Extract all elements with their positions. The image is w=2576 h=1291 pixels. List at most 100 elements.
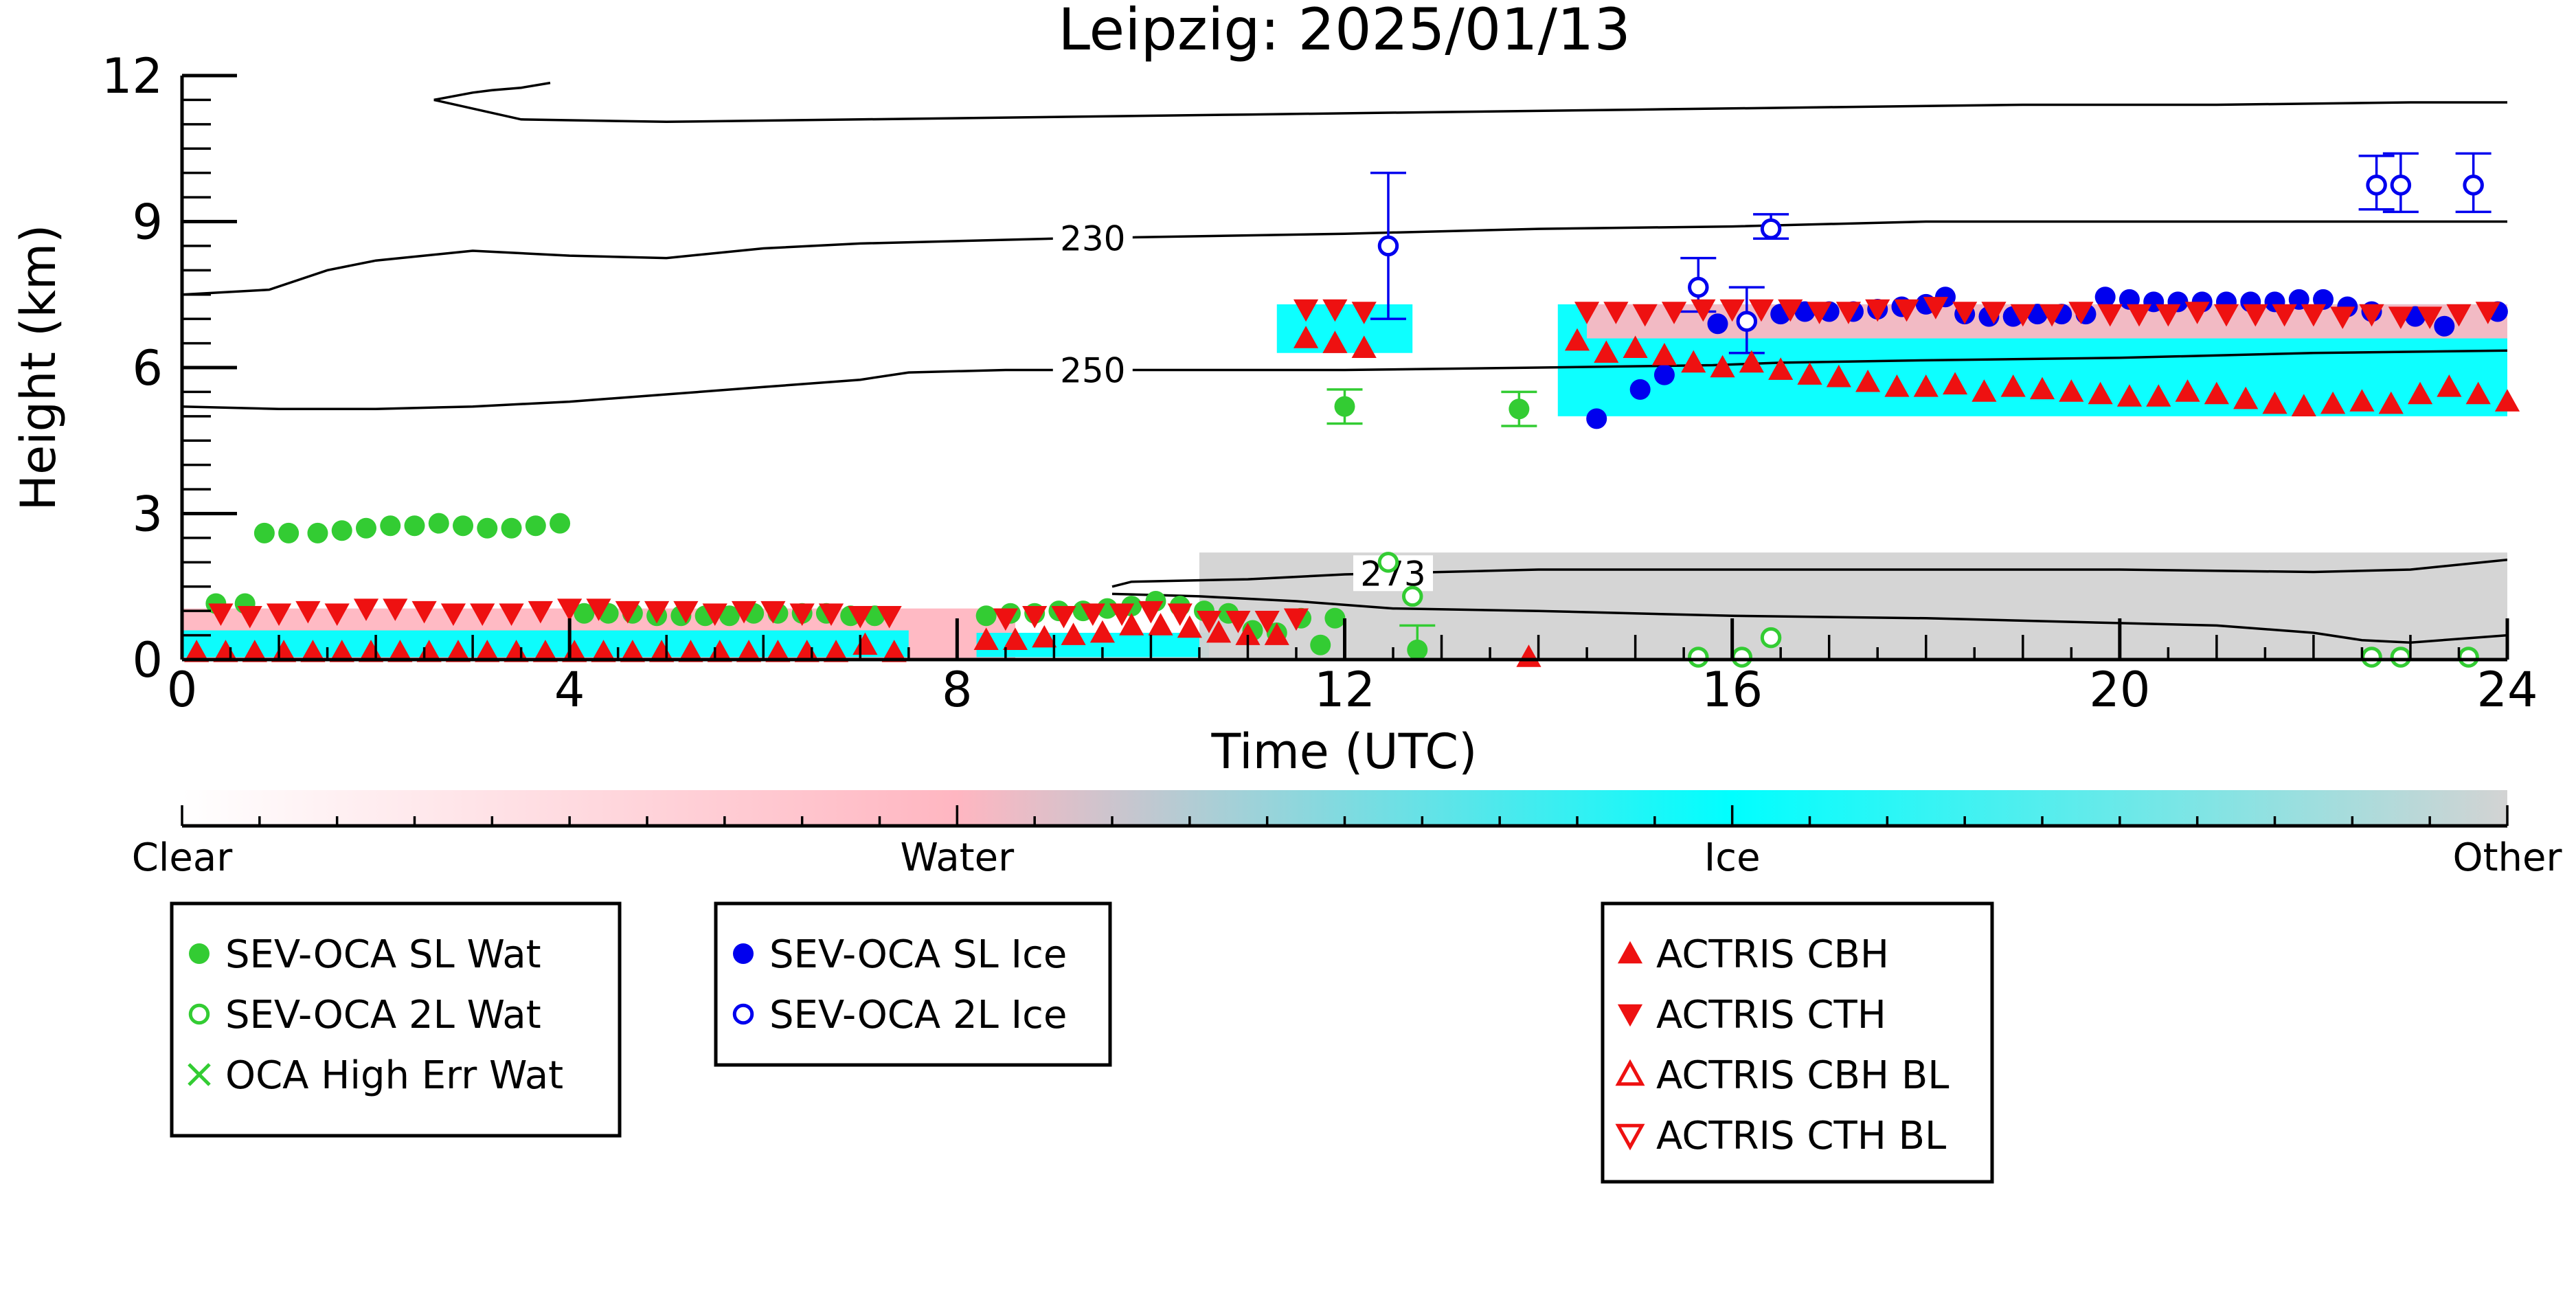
point-actris-cbh (242, 640, 267, 662)
x-tick-label: 20 (2089, 662, 2150, 718)
point-sev-oca-2l-wat (2458, 647, 2479, 668)
point-sev-oca-sl-wat (355, 517, 376, 539)
point-sev-oca-2l-wat (1401, 585, 1423, 607)
colorbar-label: Water (901, 835, 1015, 880)
temperature-contour-line (433, 98, 2507, 124)
x-tick-label: 24 (2476, 662, 2538, 718)
point-actris-cbh (1002, 627, 1028, 650)
legend-label-actris-cth-bl: ACTRIS CTH BL (1656, 1114, 1946, 1158)
point-sev-oca-sl-wat (525, 515, 546, 537)
point-actris-cbh (1768, 357, 1794, 380)
point-actris-cth (702, 603, 727, 626)
point-actris-cbh (1206, 620, 1232, 643)
chart-title: Leipzig: 2025/01/13 (1058, 0, 1631, 63)
legend-box (1601, 901, 1994, 1184)
colorbar-label: Ice (1704, 835, 1761, 880)
point-actris-cbh (2494, 389, 2520, 412)
x-tick-label: 0 (167, 662, 198, 718)
point-actris-cth (2068, 302, 2094, 324)
point-actris-cbh (2116, 384, 2143, 407)
legend-label-actris-cth: ACTRIS CTH (1656, 993, 1886, 1037)
point-actris-cth (208, 603, 234, 626)
y-axis-label: Height (km) (10, 225, 67, 511)
point-actris-cbh (300, 640, 326, 662)
point-actris-cth (2213, 304, 2239, 327)
legend-label-actris-cbh: ACTRIS CBH (1656, 932, 1889, 977)
point-actris-cth (1748, 299, 1774, 322)
point-actris-cth (2388, 306, 2413, 329)
point-actris-cbh (1564, 328, 1590, 351)
point-sev-oca-sl-wat (477, 517, 498, 539)
temperature-contour-line (182, 349, 2507, 410)
data-points (184, 175, 2520, 668)
legend-box (170, 901, 622, 1138)
point-actris-cth (848, 605, 873, 629)
x-axis-label: Time (UTC) (1211, 723, 1478, 780)
temperature-contour-line (433, 81, 551, 102)
point-actris-cbh (2233, 386, 2259, 409)
point-actris-cbh (1594, 340, 1619, 363)
legend-label-sev-oca-sl-ice: SEV-OCA SL Ice (769, 932, 1067, 977)
point-sev-oca-sl-wat (1334, 396, 1355, 417)
point-actris-cbh (823, 640, 849, 662)
point-actris-cth (1835, 302, 1862, 324)
point-actris-cbh (475, 640, 500, 662)
point-sev-oca-sl-wat (550, 513, 571, 534)
point-sev-oca-2l-wat (1688, 647, 1709, 668)
point-actris-cth (1865, 299, 1890, 322)
point-actris-cbh (1061, 622, 1086, 645)
point-actris-cbh (2146, 384, 2171, 407)
legend-marker-actris-cth (1617, 1004, 1643, 1027)
point-actris-cbh (2175, 379, 2200, 402)
point-actris-cth (1322, 299, 1348, 322)
point-actris-cth (2475, 302, 2500, 324)
point-actris-cbh (2378, 391, 2404, 414)
x-tick-label: 4 (554, 662, 585, 718)
point-actris-cth (1109, 603, 1135, 626)
point-actris-cth (1632, 304, 1658, 327)
point-actris-cth (1952, 302, 1978, 324)
point-sev-oca-sl-wat (975, 605, 997, 627)
point-actris-cbh (1623, 335, 1648, 358)
legend: SEV-OCA SL Wat SEV-OCA 2L Wat OCA High Err… (170, 901, 1994, 1184)
temperature-contour-line (182, 220, 2507, 296)
point-actris-cbh (881, 640, 907, 662)
point-actris-cth (673, 600, 699, 624)
point-actris-cbh (445, 640, 471, 662)
point-actris-cth (2097, 304, 2123, 327)
point-actris-cth (1719, 299, 1745, 322)
point-sev-oca-2l-wat (1377, 552, 1399, 573)
point-actris-cth (440, 603, 466, 626)
point-actris-cth (324, 603, 350, 626)
legend-marker-sev-oca-sl-ice (733, 943, 754, 964)
point-sev-oca-sl-ice (2094, 287, 2116, 308)
point-actris-cth (1894, 299, 1919, 322)
point-actris-cth (1080, 603, 1105, 626)
point-actris-cth (1574, 302, 1600, 324)
point-actris-cth (470, 603, 495, 626)
point-sev-oca-sl-ice (2434, 315, 2455, 337)
legend-marker-actris-cbh-bl (1615, 1059, 1645, 1086)
point-sev-oca-sl-ice (1586, 408, 1607, 429)
point-actris-cbh (2349, 389, 2375, 412)
plot-axes: 0 4 8 12 16 20 24 0 3 6 9 12 (102, 48, 2538, 718)
point-sev-oca-2l-wat (2361, 647, 2382, 668)
point-actris-cth (2126, 304, 2152, 327)
point-actris-cth (295, 600, 321, 624)
point-actris-cbh (1739, 350, 1764, 373)
point-actris-cth (2417, 306, 2443, 329)
point-actris-cbh (2204, 381, 2229, 405)
point-actris-cbh (1942, 372, 1968, 395)
legend-marker-actris-cth-bl (1615, 1123, 1645, 1151)
point-actris-cbh (2059, 379, 2084, 402)
point-actris-cbh (184, 640, 210, 662)
point-sev-oca-sl-wat (404, 515, 425, 537)
point-actris-cbh (1971, 379, 1997, 402)
point-sev-oca-sl-wat (380, 515, 401, 537)
point-sev-oca-2l-wat (2390, 647, 2412, 668)
legend-marker-sev-oca-sl-wat (189, 943, 210, 964)
legend-marker-sev-oca-2l-wat (188, 1003, 210, 1025)
point-actris-cth (1225, 611, 1251, 633)
point-actris-cbh (2088, 381, 2113, 405)
point-sev-oca-sl-wat (307, 522, 328, 543)
